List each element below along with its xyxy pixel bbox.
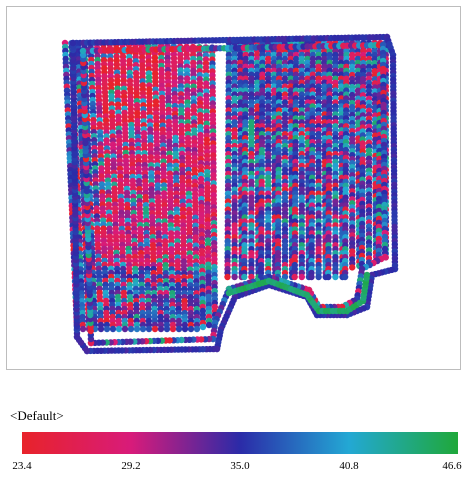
legend-color-bar (22, 432, 458, 454)
yield-point (145, 325, 153, 333)
yield-point (175, 325, 183, 333)
harvest-swaths (61, 33, 399, 355)
yield-point (157, 325, 165, 333)
map-frame (6, 6, 461, 370)
yield-point (127, 325, 135, 333)
legend-tick-max: 46.6 (442, 460, 462, 472)
yield-point (109, 325, 117, 333)
yield-point (187, 325, 195, 333)
yield-point (325, 273, 332, 281)
yield-point (133, 325, 141, 333)
yield-point (298, 273, 305, 281)
legend-tick-mid: 35.0 (230, 460, 250, 472)
yield-point (139, 325, 147, 333)
legend-title: <Default> (10, 408, 64, 423)
yield-point (69, 39, 77, 47)
yield-point (248, 273, 255, 281)
legend-tick-2: 29.2 (121, 460, 141, 472)
yield-point (169, 325, 177, 333)
yield-point (291, 273, 298, 281)
yield-point (193, 325, 201, 333)
yield-point (341, 273, 349, 281)
yield-point (79, 325, 87, 333)
yield-point (79, 47, 87, 55)
yield-point (332, 273, 339, 281)
yield-point (103, 325, 111, 333)
yield-point (231, 273, 238, 281)
yield-map[interactable] (7, 7, 462, 371)
yield-point (121, 325, 129, 333)
yield-point (115, 325, 123, 333)
yield-point (241, 273, 248, 281)
legend-tick-min: 23.4 (12, 460, 32, 472)
yield-point (363, 271, 371, 279)
yield-point (315, 273, 322, 281)
legend-tick-4: 40.8 (339, 460, 359, 472)
yield-point (151, 325, 159, 333)
yield-point (205, 321, 213, 329)
yield-point (224, 273, 231, 281)
yield-point (199, 323, 207, 331)
yield-point (163, 325, 171, 333)
yield-point (181, 325, 189, 333)
yield-point (349, 264, 356, 271)
yield-point (308, 273, 315, 281)
yield-point (97, 325, 105, 333)
